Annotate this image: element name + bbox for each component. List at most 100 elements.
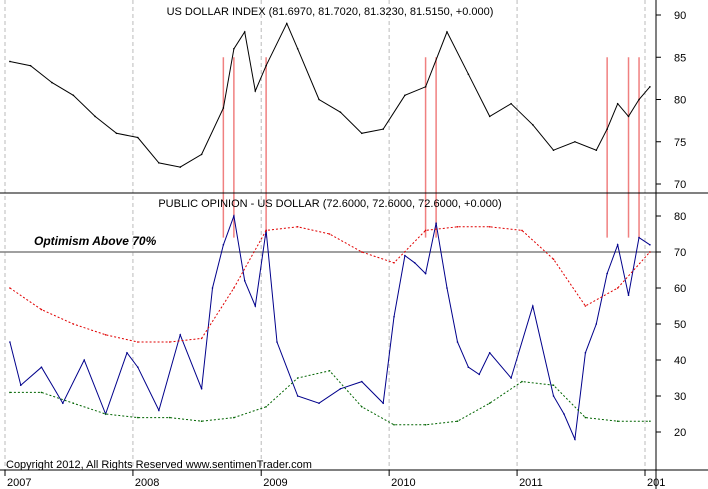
y-tick-label: 20 xyxy=(674,427,686,439)
data-point xyxy=(521,380,523,383)
series-line-0-0 xyxy=(9,22,651,168)
data-point xyxy=(318,402,320,405)
data-point xyxy=(649,251,651,253)
data-point xyxy=(179,166,182,168)
data-point xyxy=(9,60,11,63)
data-point xyxy=(574,438,576,441)
data-point xyxy=(328,370,331,372)
data-point xyxy=(649,420,651,423)
data-point xyxy=(137,341,139,343)
data-point xyxy=(446,287,448,289)
data-point xyxy=(404,254,406,257)
y-tick-label: 70 xyxy=(674,179,686,191)
data-point xyxy=(552,384,555,387)
data-point xyxy=(488,352,491,354)
data-point xyxy=(115,132,118,135)
data-point xyxy=(488,115,491,118)
data-point xyxy=(606,272,608,275)
data-point xyxy=(168,416,171,419)
data-point xyxy=(510,377,512,379)
data-point xyxy=(638,98,640,101)
data-point xyxy=(488,402,491,405)
data-point xyxy=(552,258,555,261)
data-point xyxy=(318,98,320,101)
data-point xyxy=(446,31,448,33)
data-point xyxy=(137,136,139,139)
data-point xyxy=(424,272,427,275)
data-point xyxy=(158,409,160,412)
y-tick-label: 70 xyxy=(674,247,686,259)
data-point xyxy=(200,420,203,423)
data-point xyxy=(393,316,395,318)
data-point xyxy=(9,391,11,394)
data-point xyxy=(94,115,96,118)
data-point xyxy=(137,416,139,419)
data-point xyxy=(126,352,128,354)
data-point xyxy=(552,395,555,397)
data-point xyxy=(72,323,75,325)
data-point xyxy=(233,416,235,419)
x-tick-label: 2011 xyxy=(519,477,543,489)
data-point xyxy=(9,287,11,289)
data-point xyxy=(339,388,342,390)
data-point xyxy=(328,233,331,235)
data-point xyxy=(393,424,395,426)
data-point xyxy=(265,229,267,232)
x-tick-label: 2009 xyxy=(263,477,287,489)
data-point xyxy=(552,149,555,151)
data-point xyxy=(393,262,395,264)
data-point xyxy=(456,341,459,343)
data-point xyxy=(616,420,619,423)
data-point xyxy=(51,81,53,84)
data-point xyxy=(9,341,11,343)
data-point xyxy=(83,359,86,361)
data-point xyxy=(40,308,43,311)
data-point xyxy=(627,294,630,297)
data-point xyxy=(467,73,470,75)
data-point xyxy=(222,107,225,109)
data-point xyxy=(382,128,384,130)
data-point xyxy=(200,388,203,390)
data-point xyxy=(638,236,640,239)
y-tick-label: 30 xyxy=(674,391,686,403)
data-point xyxy=(72,94,75,97)
data-point xyxy=(424,229,427,232)
y-tick-label: 85 xyxy=(674,52,686,64)
y-tick-label: 50 xyxy=(674,319,686,331)
x-tick-label: 2010 xyxy=(391,477,415,489)
data-point xyxy=(584,416,587,419)
copyright-text: Copyright 2012, All Rights Reserved www.… xyxy=(6,459,312,471)
data-point xyxy=(222,244,225,246)
y-tick-label: 40 xyxy=(674,355,686,367)
optimism-annotation: Optimism Above 70% xyxy=(34,234,157,248)
data-point xyxy=(649,244,651,246)
data-point xyxy=(62,402,64,405)
data-point xyxy=(361,132,363,135)
data-point xyxy=(179,334,182,336)
data-point xyxy=(616,102,619,105)
data-point xyxy=(584,305,587,307)
data-point xyxy=(137,366,139,369)
y-tick-label: 90 xyxy=(674,10,686,22)
data-point xyxy=(521,229,523,232)
data-point xyxy=(563,413,565,415)
data-point xyxy=(265,406,267,408)
data-point xyxy=(296,226,299,228)
data-point xyxy=(510,102,512,105)
data-point xyxy=(478,373,481,376)
data-point xyxy=(532,305,534,307)
data-point xyxy=(532,124,534,126)
data-point xyxy=(361,251,363,253)
data-point xyxy=(285,22,288,25)
data-point xyxy=(168,341,171,343)
data-point xyxy=(404,94,406,97)
data-point xyxy=(435,222,437,224)
data-point xyxy=(19,384,22,387)
data-point xyxy=(211,287,214,289)
data-point xyxy=(233,215,235,217)
data-point xyxy=(72,402,75,405)
data-point xyxy=(361,380,363,383)
data-point xyxy=(243,280,246,282)
data-point xyxy=(616,287,619,289)
data-point xyxy=(424,424,427,426)
